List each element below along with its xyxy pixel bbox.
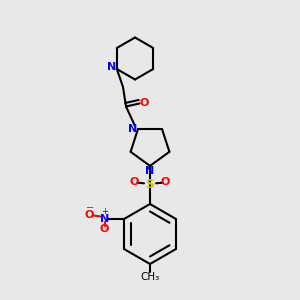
Text: N: N: [107, 62, 116, 73]
Text: O: O: [100, 224, 109, 234]
Text: O: O: [161, 177, 170, 187]
Text: N: N: [128, 124, 137, 134]
Text: CH₃: CH₃: [140, 272, 160, 283]
Text: N: N: [100, 214, 109, 224]
Text: O: O: [85, 209, 94, 220]
Text: S: S: [146, 178, 154, 191]
Text: O: O: [130, 177, 139, 187]
Text: −: −: [86, 202, 94, 213]
Text: +: +: [101, 207, 108, 216]
Text: O: O: [139, 98, 149, 108]
Text: N: N: [146, 166, 154, 176]
